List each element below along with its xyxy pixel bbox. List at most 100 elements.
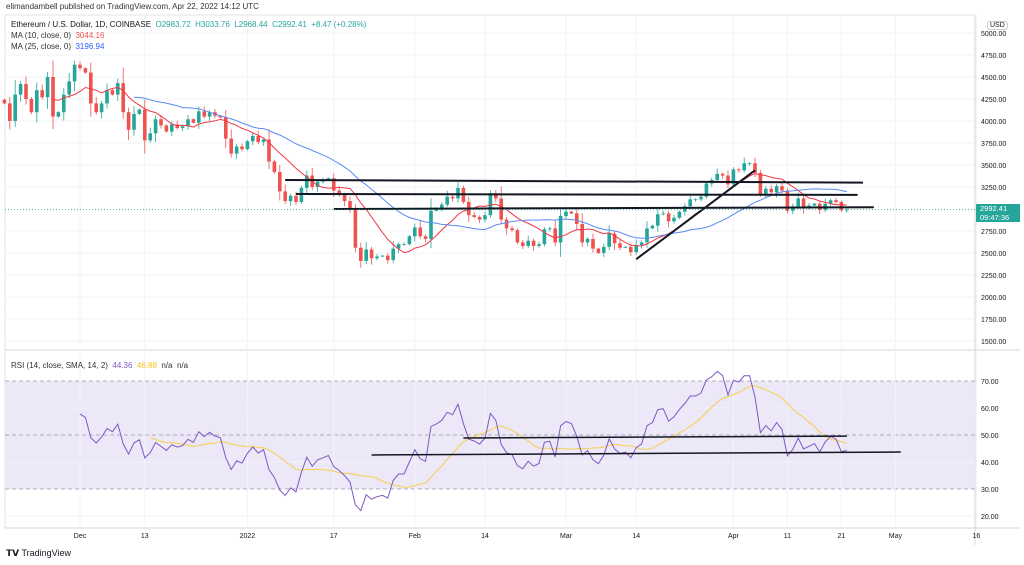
candle-body — [747, 163, 752, 165]
candle-body — [132, 113, 136, 130]
candle-body — [440, 204, 444, 209]
candle-body — [89, 72, 93, 104]
candle-body — [764, 188, 768, 195]
candle-body — [218, 115, 223, 118]
ma25-line — [133, 96, 847, 239]
candle-body — [18, 84, 23, 95]
ma10-legend[interactable]: MA (10, close, 0) 3044.16 — [11, 31, 104, 40]
candle-body — [423, 236, 428, 239]
candle-body — [256, 135, 260, 143]
candle-body — [828, 200, 833, 204]
ma25-legend[interactable]: MA (25, close, 0) 3196.94 — [11, 42, 104, 51]
candle-body — [353, 209, 358, 248]
candle-body — [472, 215, 476, 217]
candle-body — [666, 213, 671, 222]
rsi-tick-label: 30.00 — [981, 487, 999, 494]
price-tick-label: 3750.00 — [981, 141, 1006, 148]
candle-body — [413, 227, 417, 237]
candle-body — [224, 117, 228, 139]
candle-body — [197, 111, 201, 123]
rsi-tick-label: 50.00 — [981, 433, 999, 440]
price-tick-label: 2250.00 — [981, 273, 1006, 280]
candle-body — [294, 195, 298, 202]
candle-body — [575, 213, 579, 224]
candle-body — [305, 175, 309, 188]
candle-body — [137, 109, 142, 114]
candle-body — [348, 201, 352, 209]
price-tick-label: 1750.00 — [981, 317, 1006, 324]
price-tick-label: 3500.00 — [981, 163, 1006, 170]
candle-body — [807, 205, 811, 208]
candle-body — [272, 161, 277, 173]
currency-badge[interactable]: USD — [987, 21, 1008, 30]
time-tick-label: Dec — [74, 533, 87, 540]
candle-body — [170, 124, 174, 132]
candle-body — [758, 172, 763, 195]
candle-body — [639, 242, 644, 246]
candle-body — [99, 103, 104, 113]
price-tick-label: 2000.00 — [981, 295, 1006, 302]
candle-body — [364, 249, 368, 261]
candle-body — [78, 64, 82, 69]
candle-body — [186, 119, 190, 127]
candle-body — [526, 240, 530, 246]
candle-body — [159, 119, 163, 126]
candle-body — [369, 249, 374, 259]
ma25-label: MA (25, close, 0) — [11, 42, 72, 51]
candle-body — [234, 146, 239, 154]
candle-body — [677, 211, 682, 218]
rsi-legend[interactable]: RSI (14, close, SMA, 14, 2) 44.36 46.88 … — [11, 361, 188, 370]
candle-body — [35, 90, 39, 113]
candle-body — [105, 90, 109, 104]
candle-body — [386, 255, 390, 261]
candle-body — [116, 83, 120, 95]
time-tick-label: 14 — [481, 533, 489, 540]
candle-body — [94, 103, 98, 113]
price-tick-label: 4000.00 — [981, 119, 1006, 126]
rsi-tick-label: 20.00 — [981, 514, 999, 521]
candle-body — [337, 190, 341, 195]
candle-body — [283, 191, 287, 202]
candle-body — [780, 186, 784, 191]
rsi-tick-label: 60.00 — [981, 406, 999, 413]
candle-body — [207, 112, 212, 117]
low-value: L2968.44 — [234, 20, 268, 29]
price-tick-label: 4500.00 — [981, 75, 1006, 82]
candle-body — [580, 223, 584, 243]
candle-body — [110, 90, 115, 95]
candle-body — [542, 229, 547, 245]
candle-body — [56, 112, 61, 117]
time-tick-label: 14 — [632, 533, 640, 540]
candle-body — [845, 209, 849, 211]
candle-body — [699, 196, 703, 200]
candle-body — [693, 199, 698, 201]
candle-body — [202, 111, 206, 117]
candle-body — [661, 213, 665, 215]
candle-body — [504, 219, 509, 229]
candle-body — [812, 203, 817, 206]
last-price-label: 2992.41 09:47:36 — [976, 204, 1020, 222]
candle-body — [629, 246, 633, 253]
symbol-name[interactable]: Ethereum / U.S. Dollar, 1D, COINBASE — [11, 20, 152, 29]
rsi-value: 44.36 — [112, 361, 133, 370]
candle-body — [683, 206, 687, 212]
rsi-na-1: n/a — [161, 361, 173, 370]
price-trendline — [635, 169, 756, 260]
price-tick-label: 4750.00 — [981, 53, 1006, 60]
candle-body — [315, 181, 320, 187]
candle-body — [585, 238, 590, 243]
candle-body — [834, 200, 838, 202]
candle-body — [612, 233, 617, 244]
tradingview-logo[interactable]: 𝗧𝗩 TradingView — [6, 548, 71, 559]
time-tick-label: 2022 — [240, 533, 256, 540]
rsi-trendline — [463, 435, 847, 439]
candle-body — [13, 94, 17, 121]
price-tick-label: 2500.00 — [981, 251, 1006, 258]
candle-body — [753, 163, 757, 173]
rsi-line — [79, 370, 847, 512]
candle-body — [494, 193, 498, 199]
candle-body — [148, 133, 152, 141]
candle-body — [548, 228, 552, 230]
